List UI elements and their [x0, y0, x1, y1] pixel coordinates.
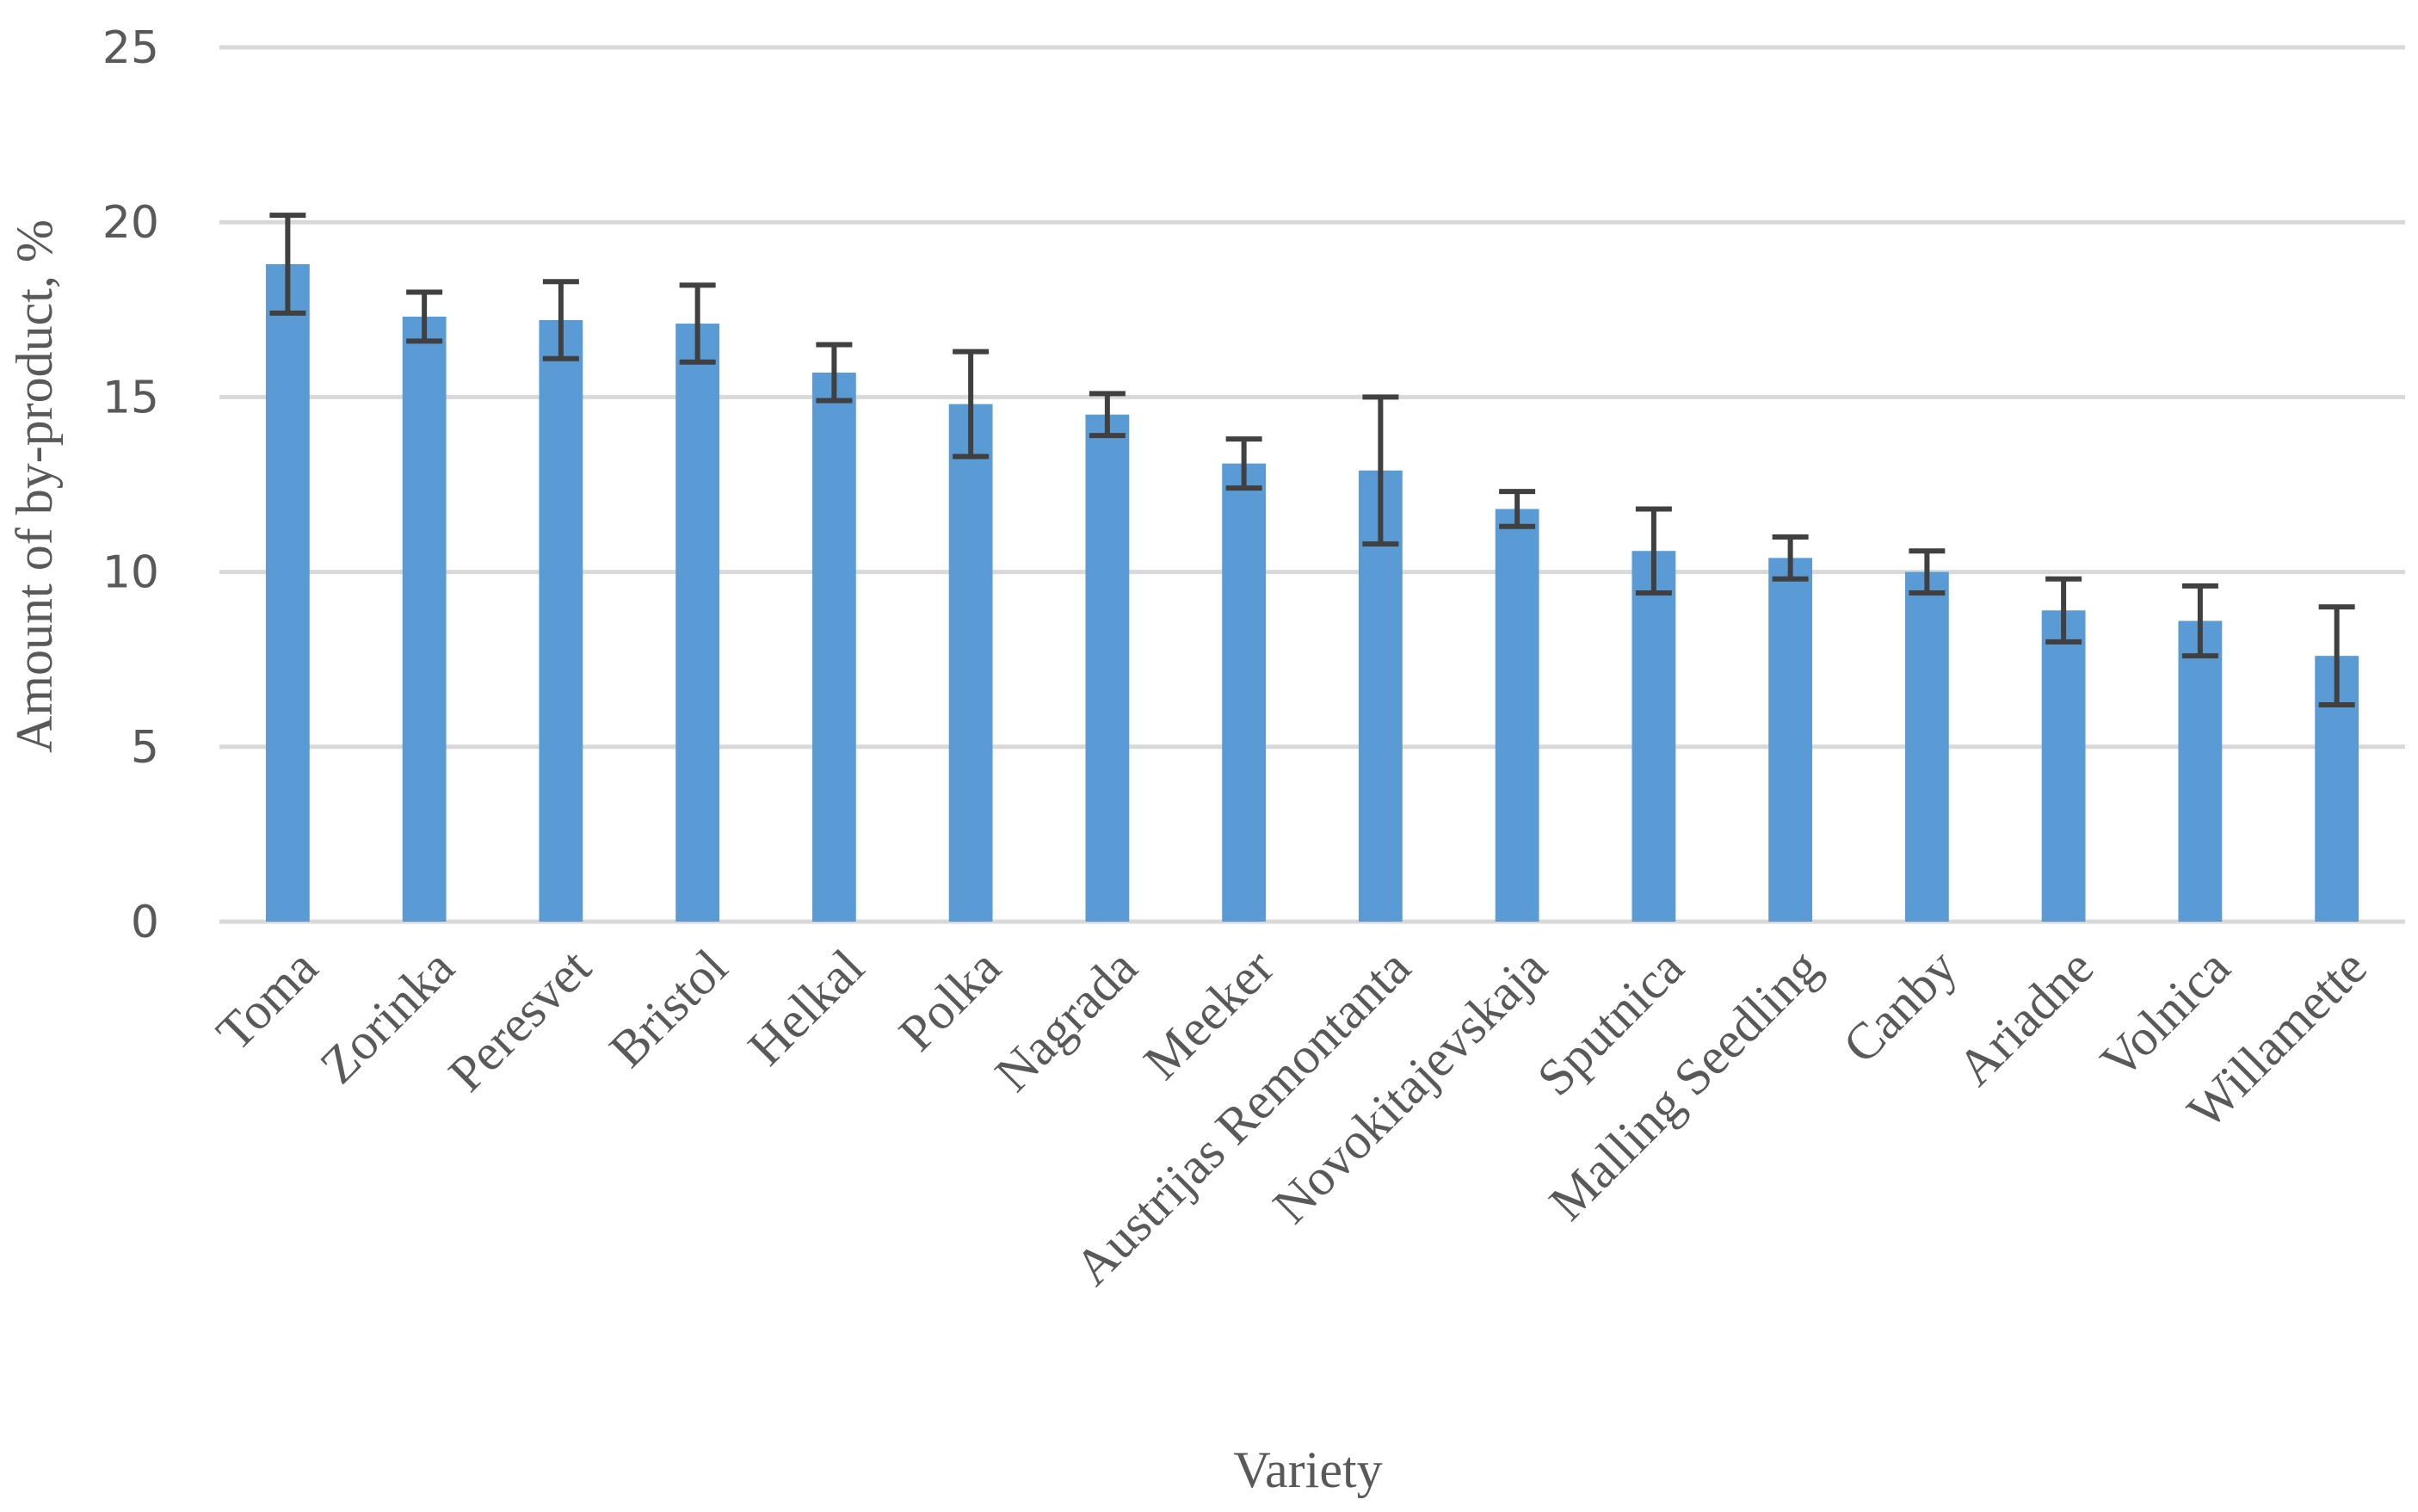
bar-10 — [1632, 551, 1676, 922]
bar-2 — [539, 319, 583, 922]
bar-4 — [811, 372, 856, 922]
x-category-label-2: Peresvet — [438, 938, 602, 1102]
error-bar-13 — [2045, 576, 2082, 645]
bar-6 — [1085, 414, 1130, 923]
error-bar-11 — [1772, 534, 1809, 582]
bar-11 — [1768, 558, 1813, 922]
x-category-label-4: Helkal — [737, 939, 875, 1077]
error-bar-1 — [406, 289, 443, 344]
y-axis-title: Amount of by-product, % — [6, 219, 63, 753]
x-category-label-12: Canby — [1832, 939, 1967, 1074]
error-bar-0 — [269, 213, 306, 316]
y-tick-label-15: 15 — [102, 372, 159, 423]
y-tick-label-10: 10 — [102, 547, 159, 599]
error-bar-6 — [1089, 391, 1126, 439]
x-category-label-5: Polka — [888, 939, 1011, 1062]
bar-12 — [1904, 571, 1949, 922]
bars — [265, 263, 2359, 923]
x-category-label-13: Ariadne — [1946, 939, 2104, 1096]
bar-14 — [2178, 620, 2223, 922]
bar-9 — [1495, 509, 1539, 922]
error-bar-3 — [679, 282, 716, 365]
error-bar-7 — [1225, 436, 1262, 491]
error-bar-15 — [2318, 604, 2355, 708]
error-bar-9 — [1499, 489, 1536, 529]
bar-1 — [402, 316, 447, 923]
error-bars — [269, 213, 2355, 708]
error-bar-8 — [1362, 394, 1399, 547]
y-tick-label-20: 20 — [102, 197, 159, 249]
error-bar-2 — [542, 279, 579, 361]
bar-0 — [265, 263, 310, 922]
y-tick-label-25: 25 — [102, 22, 159, 74]
error-bar-12 — [1909, 548, 1946, 596]
bar-13 — [2041, 610, 2086, 922]
y-axis-tick-labels: 0 5 10 15 20 25 — [102, 22, 159, 948]
y-tick-label-5: 5 — [131, 722, 159, 774]
x-category-label-3: Bristol — [599, 939, 738, 1078]
error-bar-14 — [2181, 583, 2218, 659]
error-bar-10 — [1635, 506, 1672, 596]
y-tick-label-0: 0 — [131, 897, 159, 948]
x-category-label-6: Nagrada — [984, 939, 1148, 1102]
bar-3 — [675, 324, 720, 922]
x-category-label-0: Toma — [206, 939, 329, 1062]
x-category-label-1: Zorinka — [309, 939, 465, 1095]
gridlines — [219, 45, 2405, 924]
error-bar-5 — [953, 349, 990, 460]
error-bar-4 — [816, 342, 853, 404]
x-axis-title: Variety — [1233, 1441, 1382, 1498]
bar-7 — [1222, 463, 1267, 922]
bar-5 — [948, 404, 993, 922]
